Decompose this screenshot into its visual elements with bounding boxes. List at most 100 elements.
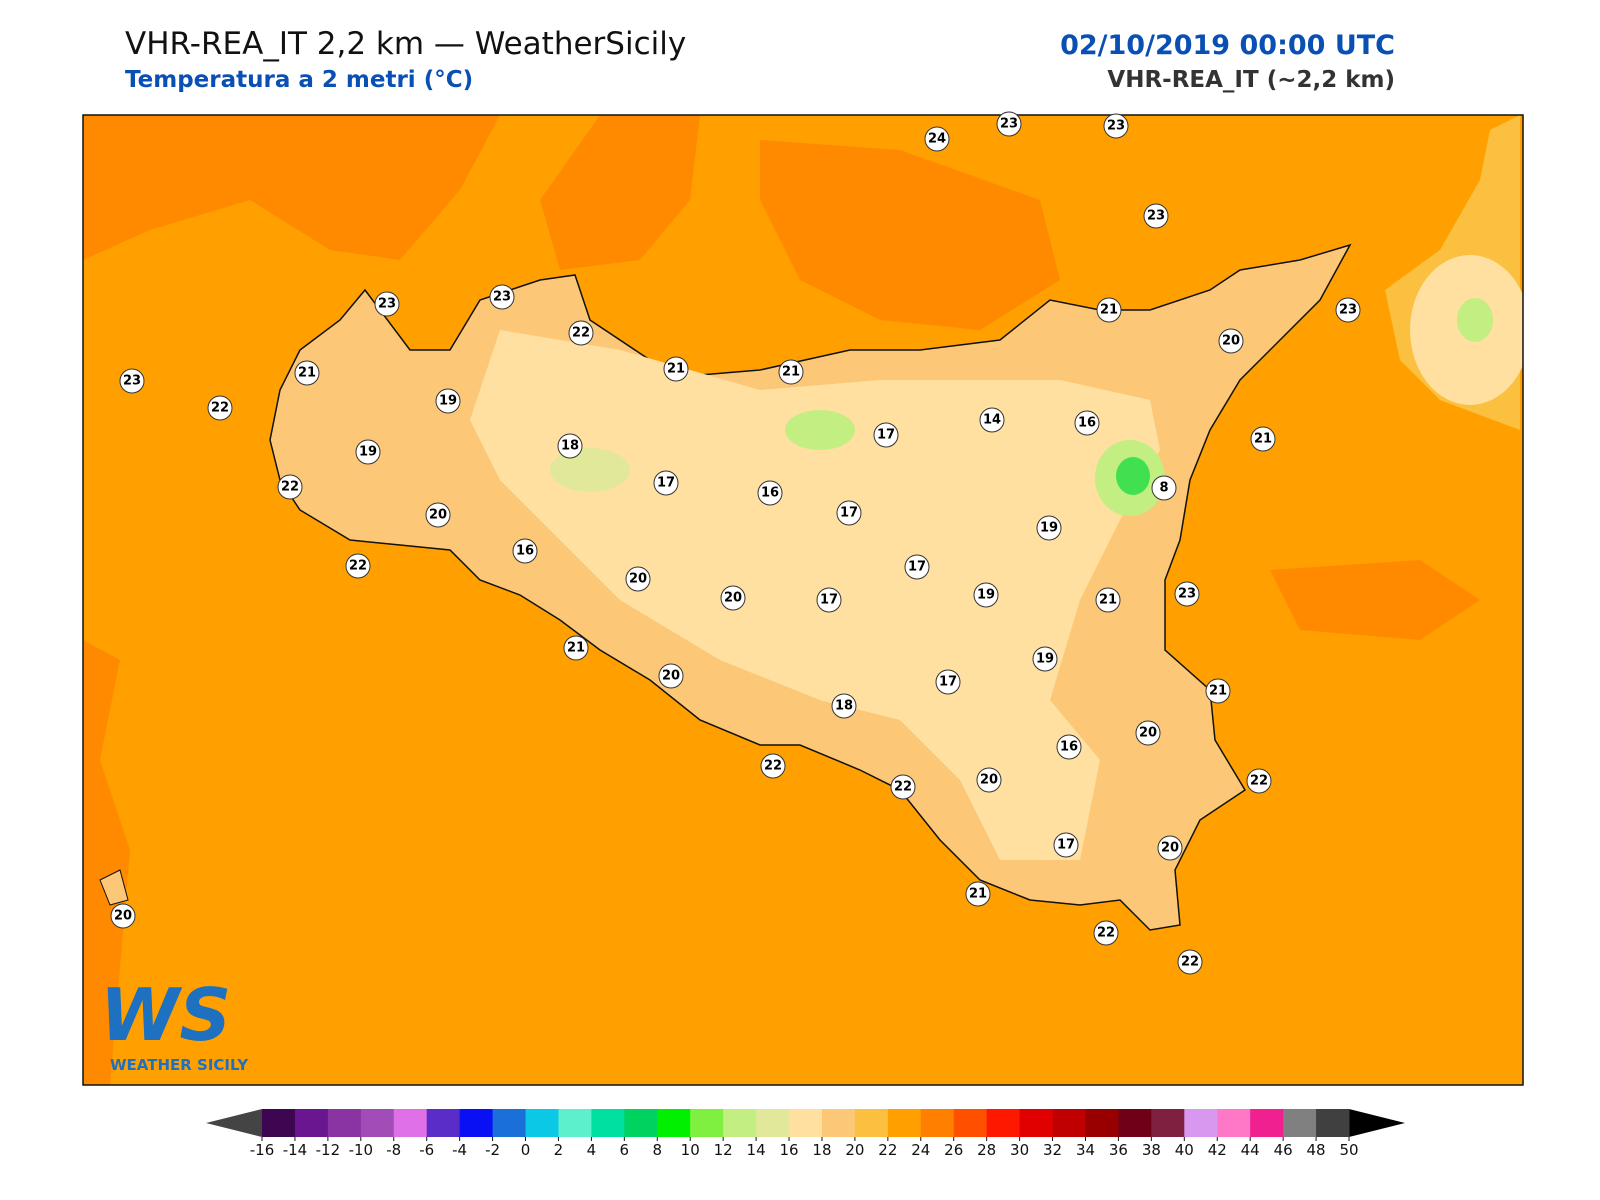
station: 20	[1218, 328, 1244, 354]
colorbar-under	[206, 1109, 262, 1137]
station-marker	[1174, 581, 1200, 607]
colorbar-segment	[1283, 1109, 1317, 1137]
station-value: 21	[969, 887, 987, 902]
station-marker	[996, 111, 1022, 137]
station-value: 22	[1250, 774, 1268, 789]
station-value: 23	[1000, 117, 1018, 132]
colorbar-segment	[624, 1109, 658, 1137]
colorbar-segment	[1151, 1109, 1185, 1137]
station: 17	[1053, 832, 1079, 858]
station-value: 22	[281, 480, 299, 495]
station-value: 22	[572, 326, 590, 341]
station-value: 20	[1139, 726, 1157, 741]
station-value: 17	[840, 506, 858, 521]
colorbar-segment	[1217, 1109, 1251, 1137]
colorbar-tick-label: 34	[1076, 1141, 1095, 1159]
colorbar-tick-label: 28	[977, 1141, 996, 1159]
warm-area	[83, 115, 500, 260]
station-marker	[653, 470, 679, 496]
station-marker	[110, 903, 136, 929]
colorbar-tick-label: 10	[681, 1141, 700, 1159]
station-marker	[904, 554, 930, 580]
logo-mark: WS	[100, 973, 231, 1057]
station-value: 23	[378, 297, 396, 312]
station-marker	[873, 422, 899, 448]
station: 23	[996, 111, 1022, 137]
colorbar-segment	[756, 1109, 790, 1137]
colorbar-tick-label: 32	[1043, 1141, 1062, 1159]
station: 20	[976, 767, 1002, 793]
station-marker	[816, 587, 842, 613]
station: 17	[836, 500, 862, 526]
colorbar-tick-label: 42	[1208, 1141, 1227, 1159]
station-marker	[1036, 515, 1062, 541]
station: 23	[489, 284, 515, 310]
station-marker	[374, 291, 400, 317]
map	[83, 115, 1523, 1085]
station: 22	[890, 774, 916, 800]
colorbar-segment	[953, 1109, 988, 1137]
station-value: 22	[1181, 955, 1199, 970]
station: 17	[653, 470, 679, 496]
station-value: 21	[667, 362, 685, 377]
station-value: 19	[1040, 521, 1058, 536]
colorbar-segment	[591, 1109, 625, 1137]
station-marker	[355, 439, 381, 465]
colorbar-tick-label: -4	[452, 1141, 467, 1159]
station: 21	[778, 359, 804, 385]
station-value: 19	[439, 394, 457, 409]
station-marker	[720, 585, 746, 611]
station-value: 19	[1036, 652, 1054, 667]
station: 18	[831, 693, 857, 719]
station-value: 21	[1099, 593, 1117, 608]
station-marker	[1157, 835, 1183, 861]
colorbar-tick-label: 48	[1307, 1141, 1326, 1159]
colorbar-tick-label: 12	[714, 1141, 733, 1159]
station: 22	[568, 320, 594, 346]
station: 16	[1056, 734, 1082, 760]
station-value: 17	[820, 593, 838, 608]
colorbar-segment	[327, 1109, 362, 1137]
station-value: 16	[1060, 740, 1078, 755]
colorbar-segment	[1118, 1109, 1152, 1137]
station-marker	[512, 538, 538, 564]
station: 21	[1096, 297, 1122, 323]
station-marker	[1095, 587, 1121, 613]
colorbar-tick-label: 20	[845, 1141, 864, 1159]
colorbar-tick-label: 50	[1339, 1141, 1358, 1159]
station-marker	[658, 663, 684, 689]
station-marker	[1177, 949, 1203, 975]
station: 20	[1135, 720, 1161, 746]
colorbar-segment	[558, 1109, 592, 1137]
station: 19	[1032, 646, 1058, 672]
station-value: 8	[1159, 481, 1168, 496]
cold-area	[1116, 457, 1150, 495]
station-value: 20	[980, 773, 998, 788]
station-marker	[1246, 768, 1272, 794]
title: VHR-REA_IT 2,2 km — WeatherSicily	[125, 26, 686, 62]
station-value: 18	[561, 439, 579, 454]
colorbar-segment	[1052, 1109, 1086, 1137]
warm-area	[540, 115, 700, 270]
station-marker	[1103, 113, 1129, 139]
station-value: 23	[1107, 119, 1125, 134]
cool-area	[785, 410, 855, 450]
station-marker	[1032, 646, 1058, 672]
colorbar-segment	[690, 1109, 724, 1137]
station-value: 23	[1178, 587, 1196, 602]
station: 23	[1103, 113, 1129, 139]
colorbar-tick-label: 8	[652, 1141, 662, 1159]
station: 23	[1143, 203, 1169, 229]
station: 23	[1174, 581, 1200, 607]
warm-area	[760, 140, 1060, 330]
station-marker	[1250, 426, 1276, 452]
station-marker	[1151, 475, 1177, 501]
station-marker	[831, 693, 857, 719]
colorbar-tick-label: 26	[944, 1141, 963, 1159]
station-marker	[1056, 734, 1082, 760]
colorbar-tick-label: 14	[747, 1141, 766, 1159]
station-value: 17	[877, 428, 895, 443]
station-marker	[557, 433, 583, 459]
station-marker	[778, 359, 804, 385]
colorbar-segment	[854, 1109, 889, 1137]
